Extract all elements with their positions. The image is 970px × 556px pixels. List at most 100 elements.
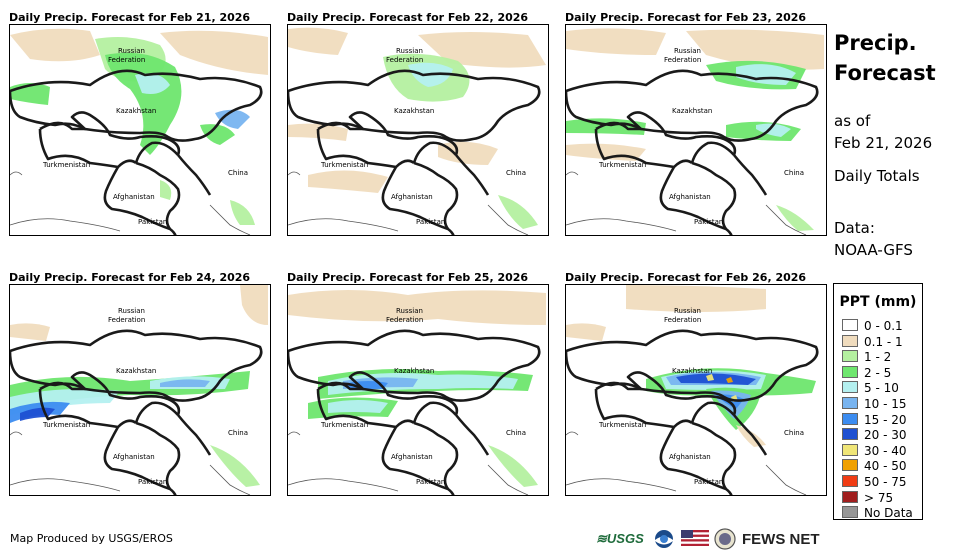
country-label: Pakistan	[138, 218, 167, 226]
country-border	[659, 166, 733, 235]
country-border	[381, 166, 455, 235]
legend-item: 10 - 15	[842, 397, 907, 411]
precip-area	[498, 195, 538, 229]
country-border	[691, 161, 737, 230]
country-label: China	[228, 429, 248, 437]
map-credit: Map Produced by USGS/EROS	[10, 532, 173, 545]
country-label: Turkmenistan	[598, 161, 646, 169]
country-border	[413, 161, 459, 230]
legend-swatch	[842, 412, 858, 425]
data-source-value: NOAA-GFS	[834, 241, 913, 259]
country-border	[659, 426, 733, 495]
precip-area	[566, 323, 606, 341]
country-label: Federation	[108, 316, 145, 324]
country-border	[454, 154, 490, 196]
country-label: China	[506, 429, 526, 437]
precip-area	[10, 323, 50, 341]
precip-area	[210, 445, 260, 487]
country-label: Afghanistan	[113, 193, 155, 201]
precip-map: Russian Federation Kazakhstan Turkmenistan C…	[287, 24, 549, 236]
country-border	[317, 371, 459, 416]
legend-title: PPT (mm)	[839, 294, 917, 310]
country-label: Russian	[396, 307, 423, 315]
as-of-label: as of	[834, 112, 871, 130]
legend-item: > 75	[842, 490, 894, 505]
country-border	[176, 414, 212, 456]
precip-area	[10, 28, 100, 62]
country-border	[135, 161, 181, 230]
precip-area	[240, 285, 268, 325]
product-title: Precip. Forecast	[834, 28, 936, 88]
legend-item: 1 - 2	[842, 350, 892, 365]
country-label: Turkmenistan	[320, 421, 368, 429]
precip-map: Russian Federation Kazakhstan Turkmenistan C…	[287, 284, 549, 496]
precip-area	[706, 374, 714, 381]
coastline	[566, 431, 807, 495]
forecast-panel-1: Daily Precip. Forecast for Feb 21, 2026 …	[9, 11, 271, 249]
precip-area	[215, 109, 250, 129]
precip-area	[160, 180, 172, 200]
country-border	[134, 141, 179, 164]
legend-label: 1 - 2	[864, 350, 892, 365]
legend-swatch	[842, 428, 858, 441]
coastline	[288, 171, 529, 235]
legend-label: 50 - 75	[864, 475, 907, 489]
country-border	[39, 371, 181, 416]
legend-item: 5 - 10	[842, 381, 899, 395]
daily-totals-label: Daily Totals	[834, 167, 920, 185]
coastline	[288, 431, 529, 495]
as-of-value: Feb 21, 2026	[834, 134, 933, 152]
country-border	[103, 166, 177, 235]
country-border	[732, 414, 768, 456]
country-border	[595, 371, 737, 416]
legend-label: 40 - 50	[864, 459, 907, 474]
country-label: Russian	[118, 307, 145, 315]
country-border	[381, 426, 455, 495]
forecast-panel-3: Daily Precip. Forecast for Feb 23, 2026 …	[565, 11, 827, 249]
country-label: Afghanistan	[669, 453, 711, 461]
fews-net-logo: FEWS NET	[742, 531, 820, 548]
country-border	[38, 128, 137, 169]
coastline	[566, 171, 807, 235]
country-border	[732, 154, 768, 196]
legend-label: No Data	[864, 506, 913, 521]
country-border	[454, 414, 490, 456]
country-label: Russian	[396, 47, 423, 55]
country-label: Kazakhstan	[394, 107, 434, 115]
country-label: Pakistan	[416, 478, 445, 486]
country-label: China	[784, 429, 804, 437]
country-label: Kazakhstan	[672, 107, 712, 115]
country-border	[316, 128, 415, 169]
precip-map: Russian Federation Kazakhstan Turkmenistan C…	[9, 284, 271, 496]
country-label: China	[784, 169, 804, 177]
country-border	[176, 154, 212, 196]
country-border	[316, 388, 415, 429]
country-label: Pakistan	[694, 218, 723, 226]
country-label: Russian	[674, 307, 701, 315]
precip-area	[676, 373, 756, 385]
precip-area	[288, 27, 348, 55]
country-border	[39, 111, 181, 156]
forecast-panel-2: Daily Precip. Forecast for Feb 22, 2026 …	[287, 11, 549, 249]
country-label: Russian	[674, 47, 701, 55]
legend-item: 0.1 - 1	[842, 334, 903, 349]
country-border	[412, 141, 457, 164]
country-label: Federation	[664, 56, 701, 64]
legend-label: > 75	[864, 490, 894, 505]
legend-swatch	[842, 459, 858, 472]
legend-swatch	[842, 475, 858, 487]
legend-swatch	[842, 319, 858, 331]
country-label: Kazakhstan	[672, 367, 712, 375]
country-border	[691, 421, 737, 490]
country-label: Turkmenistan	[42, 421, 90, 429]
noaa-logo-icon	[655, 530, 673, 548]
precip-area	[418, 32, 546, 68]
legend-label: 0.1 - 1	[864, 334, 903, 349]
precip-area	[200, 124, 235, 145]
forecast-panel-5: Daily Precip. Forecast for Feb 25, 2026 …	[287, 271, 549, 509]
country-border	[690, 141, 735, 164]
